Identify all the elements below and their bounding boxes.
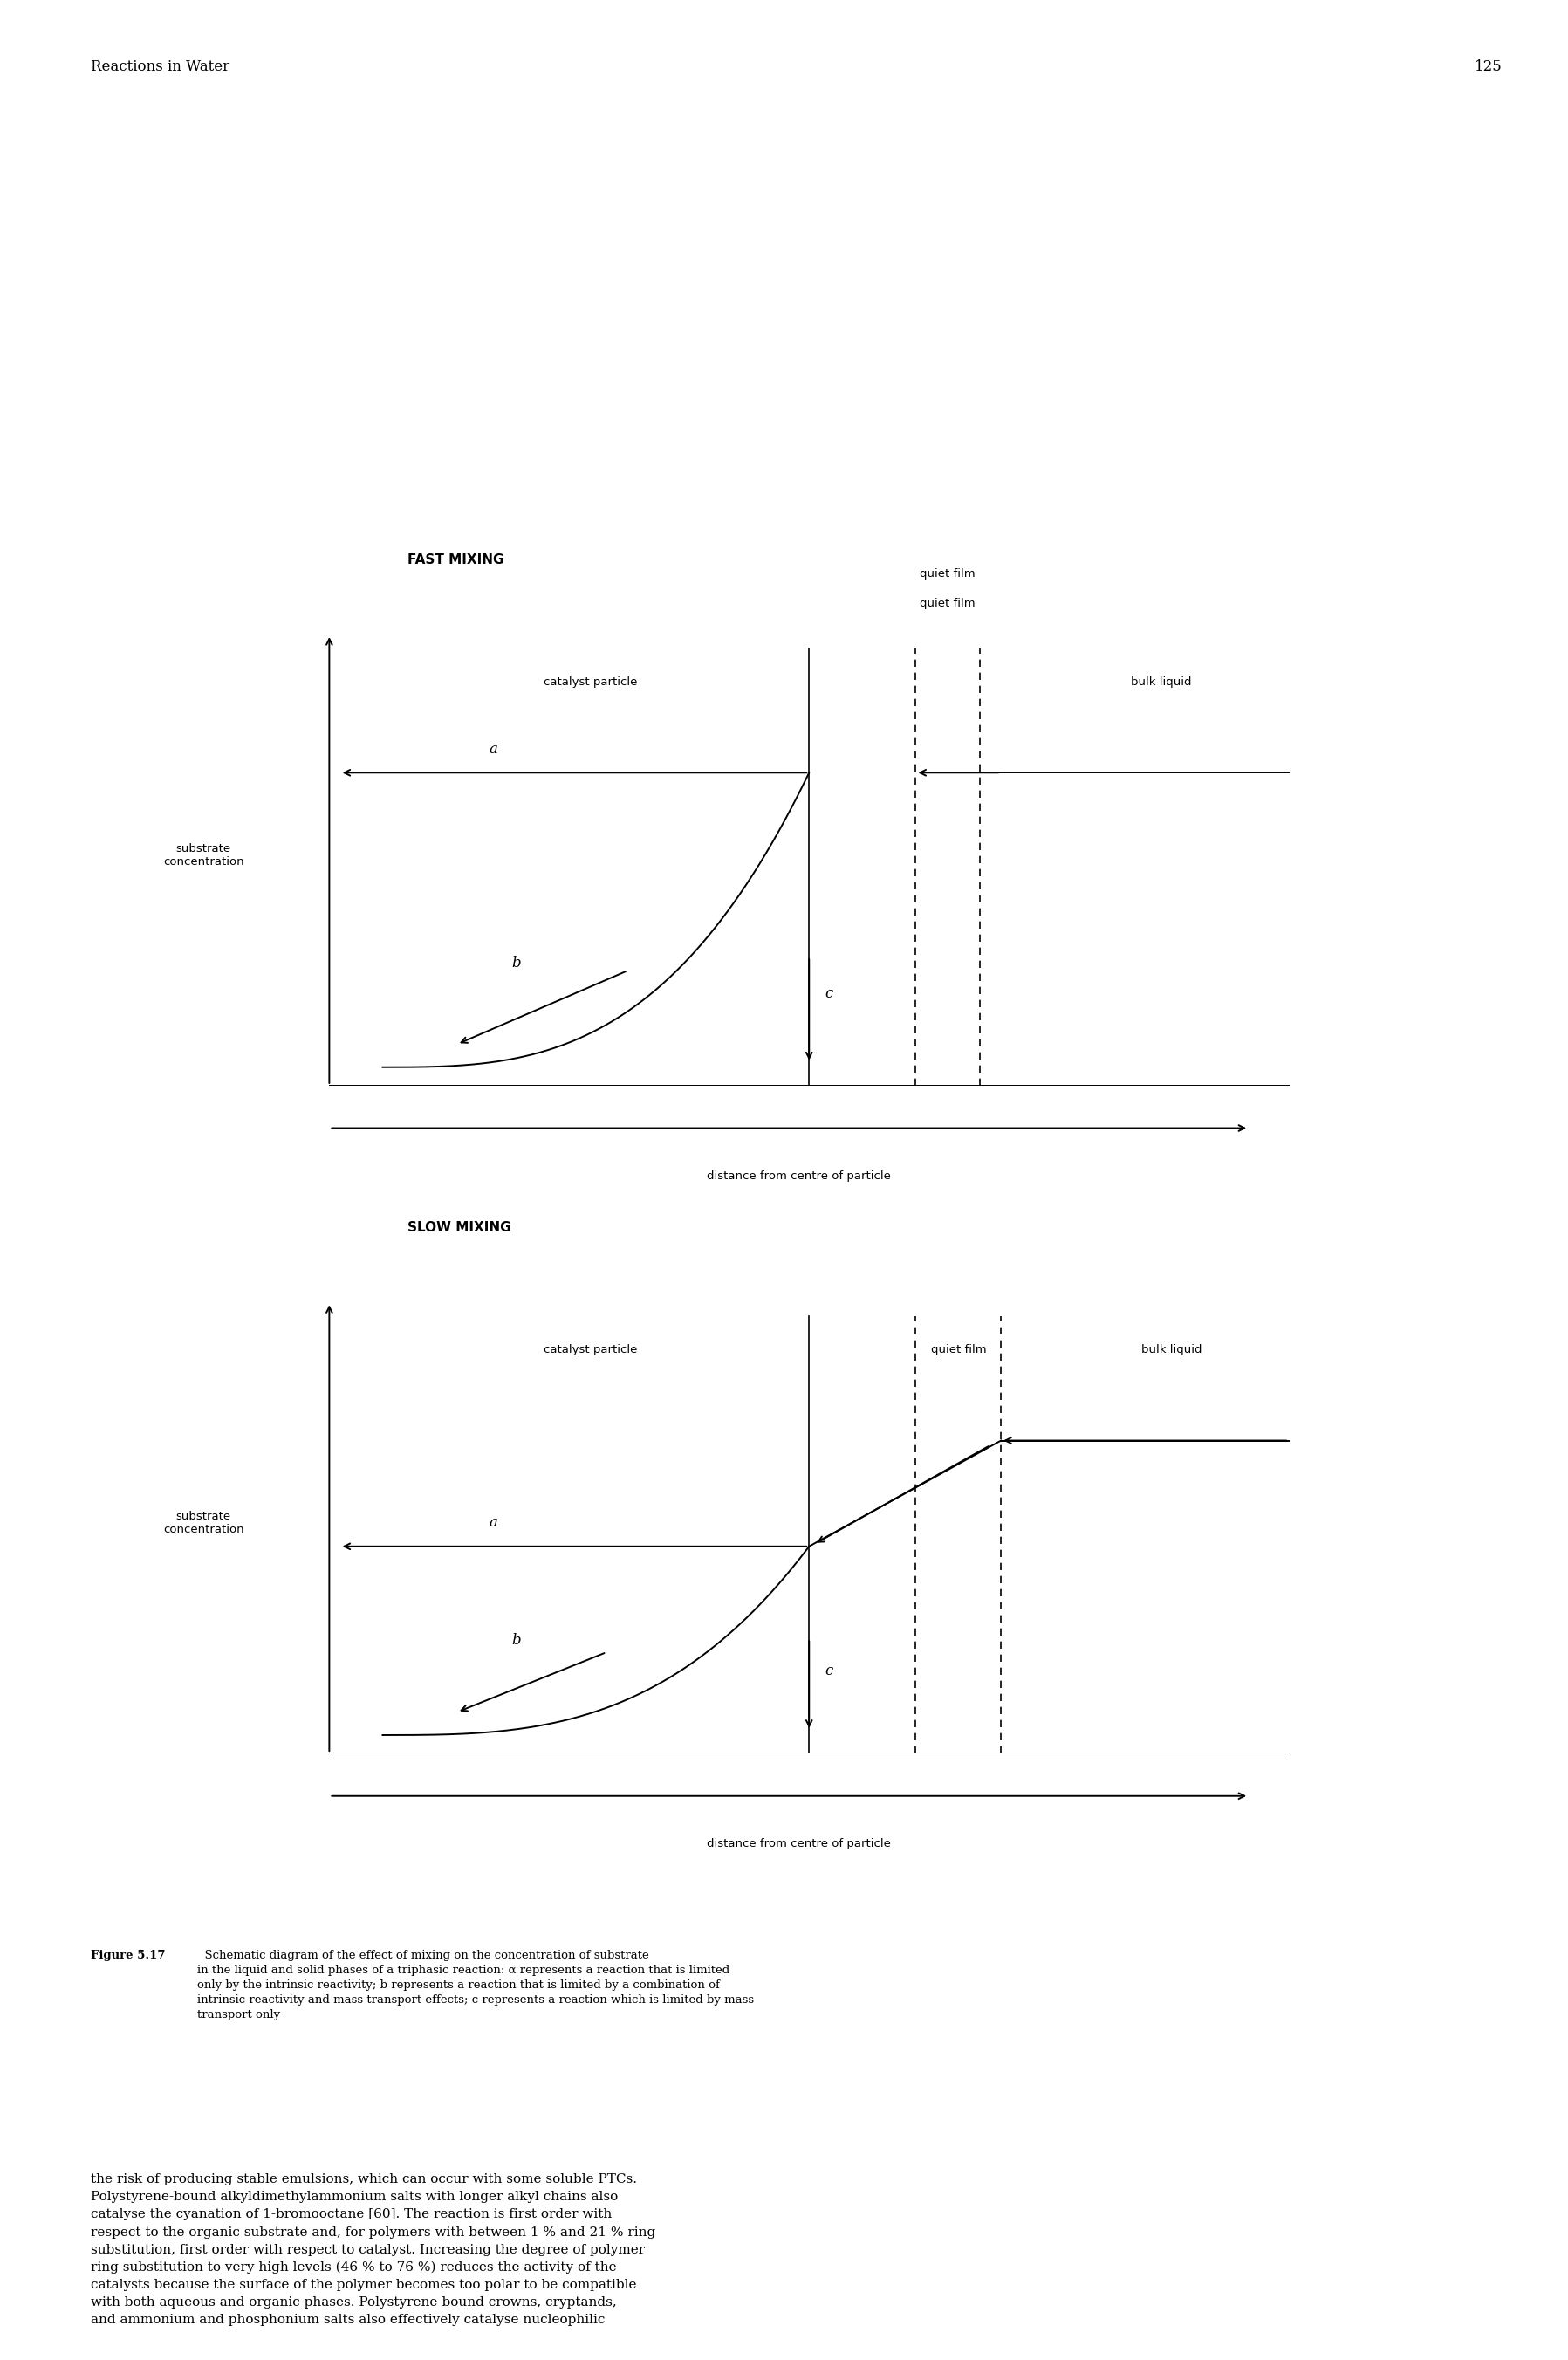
Text: substrate
concentration: substrate concentration [163,1510,245,1536]
Text: quiet film: quiet film [920,597,975,609]
Text: b: b [511,1633,521,1647]
Text: Schematic diagram of the effect of mixing on the concentration of substrate
in t: Schematic diagram of the effect of mixin… [198,1949,754,2020]
Text: substrate
concentration: substrate concentration [163,843,245,868]
Text: distance from centre of particle: distance from centre of particle [707,1171,891,1182]
Text: c: c [825,1664,833,1678]
Text: the risk of producing stable emulsions, which can occur with some soluble PTCs.
: the risk of producing stable emulsions, … [91,2174,655,2327]
Text: FAST MIXING: FAST MIXING [408,552,503,566]
Text: catalyst particle: catalyst particle [544,675,637,687]
Text: b: b [511,956,521,970]
Text: SLOW MIXING: SLOW MIXING [408,1220,511,1234]
Text: catalyst particle: catalyst particle [544,1343,637,1355]
Text: c: c [825,986,833,1001]
Text: quiet film: quiet film [920,569,975,578]
Text: bulk liquid: bulk liquid [1131,675,1192,687]
Text: 125: 125 [1474,59,1502,73]
Text: distance from centre of particle: distance from centre of particle [707,1838,891,1850]
Text: a: a [489,1515,497,1529]
Text: bulk liquid: bulk liquid [1142,1343,1203,1355]
Text: quiet film: quiet film [930,1343,986,1355]
Text: a: a [489,741,497,758]
Text: Figure 5.17: Figure 5.17 [91,1949,166,1961]
Text: Reactions in Water: Reactions in Water [91,59,230,73]
